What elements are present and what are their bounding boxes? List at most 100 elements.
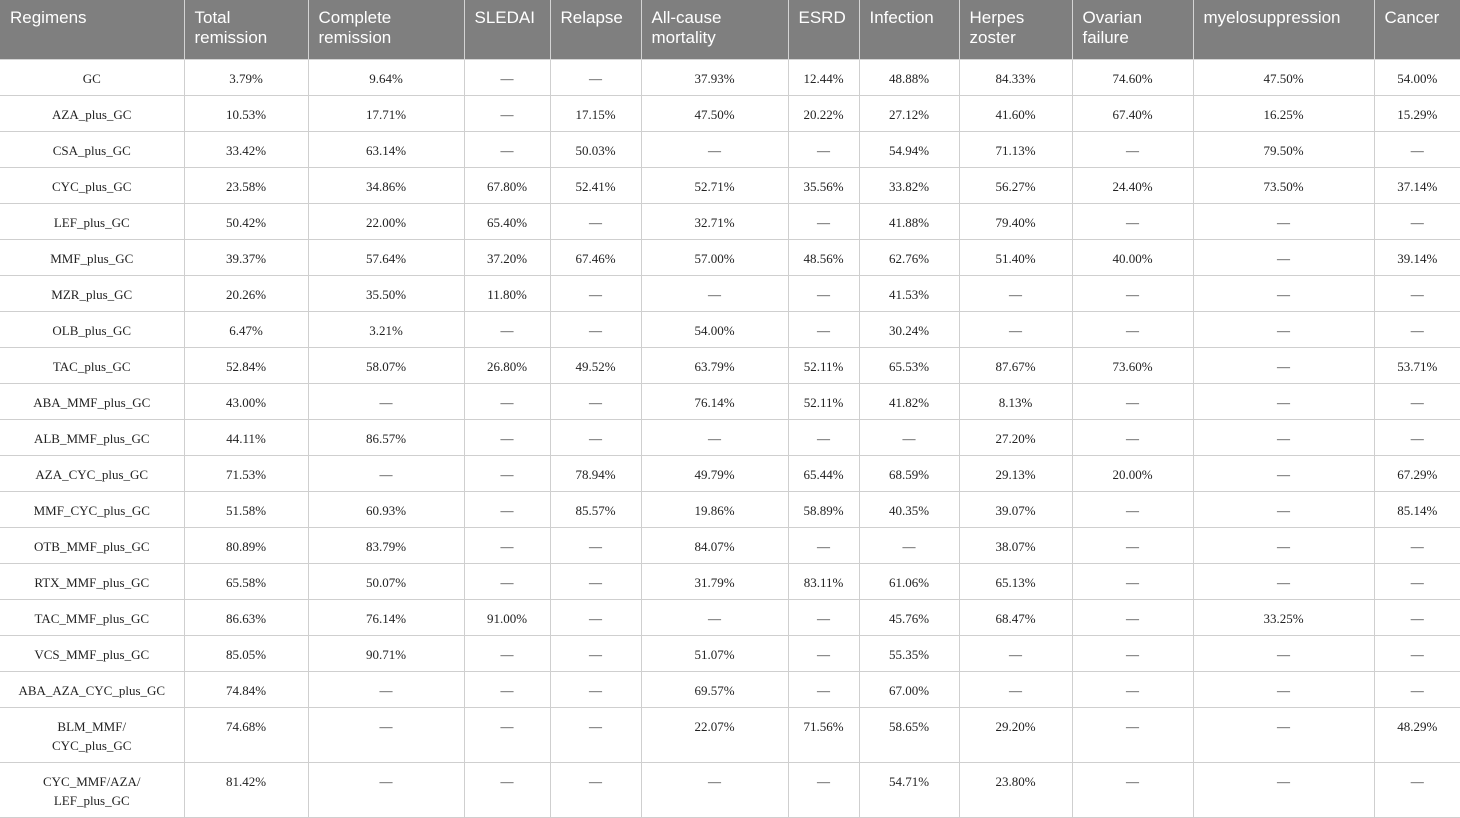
value-cell: — — [959, 275, 1073, 312]
column-header: Relapse — [550, 0, 642, 60]
value-cell: 60.93% — [308, 491, 465, 528]
value-cell: 68.47% — [959, 599, 1073, 636]
value-cell: — — [641, 419, 789, 456]
value-cell: — — [1374, 383, 1460, 420]
regimen-name-cell: GC — [0, 59, 185, 96]
value-cell: — — [1374, 527, 1460, 564]
value-cell: 85.14% — [1374, 491, 1460, 528]
column-header: Regimens — [0, 0, 185, 60]
value-cell: — — [308, 455, 465, 492]
value-cell: — — [308, 762, 465, 818]
value-cell: 3.79% — [184, 59, 309, 96]
value-cell: 47.50% — [641, 95, 789, 132]
value-cell: — — [959, 311, 1073, 348]
value-cell: — — [1072, 383, 1194, 420]
value-cell: 54.71% — [859, 762, 960, 818]
table-row: LEF_plus_GC 50.42% 22.00% 65.40% —32.71% —41.… — [0, 203, 1460, 240]
value-cell: 84.33% — [959, 59, 1073, 96]
value-cell: — — [1193, 275, 1375, 312]
value-cell: 27.12% — [859, 95, 960, 132]
regimen-name-cell: OTB_MMF_plus_GC — [0, 527, 185, 564]
value-cell: — — [1374, 275, 1460, 312]
regimen-name-cell: TAC_MMF_plus_GC — [0, 599, 185, 636]
value-cell: 22.00% — [308, 203, 465, 240]
value-cell: — — [1072, 762, 1194, 818]
value-cell: 29.13% — [959, 455, 1073, 492]
value-cell: 31.79% — [641, 563, 789, 600]
value-cell: 90.71% — [308, 635, 465, 672]
value-cell: 33.25% — [1193, 599, 1375, 636]
value-cell: — — [308, 383, 465, 420]
value-cell: 85.57% — [550, 491, 642, 528]
table-row: OTB_MMF_plus_GC 80.89% 83.79% — —84.07% — —38.… — [0, 527, 1460, 564]
value-cell: 40.35% — [859, 491, 960, 528]
table-row: ABA_AZA_CYC_plus_GC 74.84% — — —69.57% —67.00… — [0, 671, 1460, 708]
table-row: BLM_MMF/ CYC_plus_GC 74.68% — — —22.07% 71.56… — [0, 707, 1460, 763]
value-cell: 63.14% — [308, 131, 465, 168]
value-cell: 35.56% — [788, 167, 860, 204]
table-row: MMF_plus_GC 39.37% 57.64% 37.20% 67.46% 57.00… — [0, 239, 1460, 276]
table-row: TAC_plus_GC 52.84% 58.07% 26.80% 49.52% 63.79… — [0, 347, 1460, 384]
value-cell: 71.53% — [184, 455, 309, 492]
value-cell: — — [1193, 203, 1375, 240]
column-header: Ovarian failure — [1072, 0, 1194, 60]
regimen-name-cell: VCS_MMF_plus_GC — [0, 635, 185, 672]
value-cell: 51.40% — [959, 239, 1073, 276]
value-cell: — — [464, 455, 551, 492]
value-cell: — — [464, 707, 551, 763]
value-cell: — — [788, 131, 860, 168]
value-cell: — — [641, 762, 789, 818]
value-cell: 47.50% — [1193, 59, 1375, 96]
value-cell: 83.79% — [308, 527, 465, 564]
value-cell: — — [1374, 311, 1460, 348]
value-cell: 65.44% — [788, 455, 860, 492]
value-cell: — — [308, 707, 465, 763]
value-cell: — — [550, 311, 642, 348]
value-cell: — — [1072, 275, 1194, 312]
value-cell: — — [550, 707, 642, 763]
value-cell: 35.50% — [308, 275, 465, 312]
value-cell: 49.52% — [550, 347, 642, 384]
value-cell: 22.07% — [641, 707, 789, 763]
table-row: TAC_MMF_plus_GC 86.63% 76.14% 91.00% — — —45.7… — [0, 599, 1460, 636]
value-cell: 17.15% — [550, 95, 642, 132]
regimen-name-cell: RTX_MMF_plus_GC — [0, 563, 185, 600]
table-row: VCS_MMF_plus_GC 85.05% 90.71% — —51.07% —55.3… — [0, 635, 1460, 672]
value-cell: 49.79% — [641, 455, 789, 492]
value-cell: 76.14% — [308, 599, 465, 636]
value-cell: — — [464, 563, 551, 600]
table-row: RTX_MMF_plus_GC 65.58% 50.07% — —31.79% 83.11… — [0, 563, 1460, 600]
value-cell: — — [1193, 671, 1375, 708]
value-cell: 91.00% — [464, 599, 551, 636]
value-cell: 23.80% — [959, 762, 1073, 818]
value-cell: 17.71% — [308, 95, 465, 132]
regimen-name-cell: CSA_plus_GC — [0, 131, 185, 168]
value-cell: — — [788, 419, 860, 456]
value-cell: 41.82% — [859, 383, 960, 420]
value-cell: 74.60% — [1072, 59, 1194, 96]
value-cell: — — [1193, 347, 1375, 384]
value-cell: 52.11% — [788, 383, 860, 420]
value-cell: 41.53% — [859, 275, 960, 312]
value-cell: — — [1072, 527, 1194, 564]
value-cell: — — [1072, 491, 1194, 528]
value-cell: 54.00% — [641, 311, 789, 348]
value-cell: 86.57% — [308, 419, 465, 456]
value-cell: 58.65% — [859, 707, 960, 763]
value-cell: 34.86% — [308, 167, 465, 204]
value-cell: 30.24% — [859, 311, 960, 348]
value-cell: 83.11% — [788, 563, 860, 600]
value-cell: — — [550, 203, 642, 240]
regimen-name-cell: ABA_AZA_CYC_plus_GC — [0, 671, 185, 708]
column-header: All-cause mortality — [641, 0, 789, 60]
value-cell: 12.44% — [788, 59, 860, 96]
regimen-name-cell: MZR_plus_GC — [0, 275, 185, 312]
value-cell: 85.05% — [184, 635, 309, 672]
value-cell: 40.00% — [1072, 239, 1194, 276]
value-cell: — — [1193, 419, 1375, 456]
value-cell: 23.58% — [184, 167, 309, 204]
value-cell: 37.20% — [464, 239, 551, 276]
value-cell: 67.00% — [859, 671, 960, 708]
value-cell: — — [641, 131, 789, 168]
